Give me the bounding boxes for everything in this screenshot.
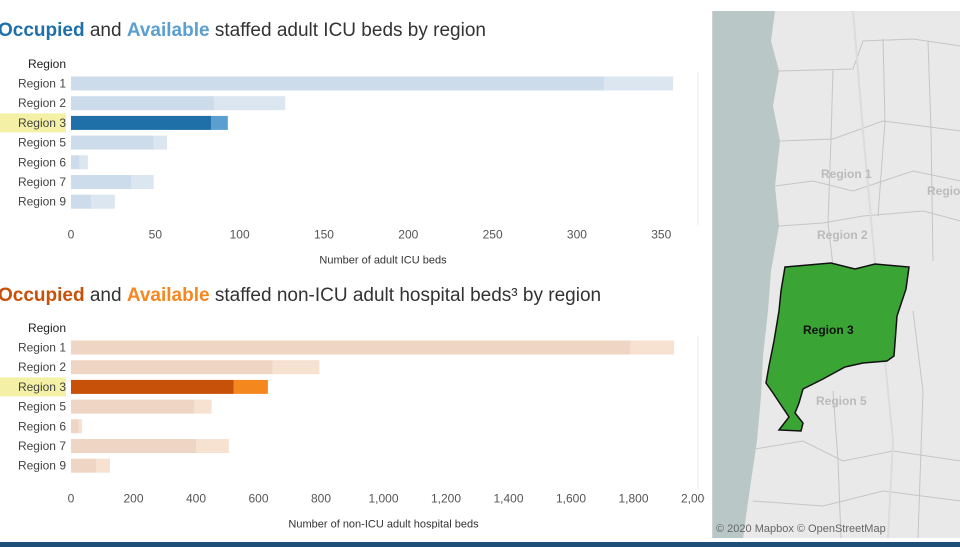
category-label[interactable]: Region 2 bbox=[18, 360, 66, 374]
icu-occupied-bar[interactable] bbox=[71, 155, 80, 170]
icu-occupied-bar[interactable] bbox=[71, 135, 154, 150]
x-axis-label: Number of adult ICU beds bbox=[319, 254, 447, 265]
category-label[interactable]: Region 9 bbox=[18, 459, 66, 473]
bottom-bar bbox=[0, 542, 960, 547]
icu-beds-chart[interactable]: Region Region 1 Region 2 Region 3 Region 5 Re… bbox=[0, 50, 705, 265]
category-label[interactable]: Region 7 bbox=[18, 439, 66, 453]
hosp-available-bar[interactable] bbox=[194, 399, 212, 414]
x-tick-label: 200 bbox=[398, 227, 418, 241]
icu-available-bar[interactable] bbox=[79, 155, 88, 170]
x-tick-label: 0 bbox=[68, 491, 75, 505]
category-label[interactable]: Region 5 bbox=[18, 136, 66, 150]
x-tick-label: 150 bbox=[314, 227, 334, 241]
x-tick-label: 1,800 bbox=[618, 491, 648, 505]
category-label[interactable]: Region 7 bbox=[18, 175, 66, 189]
row-header: Region bbox=[28, 321, 66, 335]
category-label[interactable]: Region 3 bbox=[18, 116, 66, 130]
region-4-label: Region bbox=[927, 184, 960, 198]
icu-occupied-bar[interactable] bbox=[71, 175, 132, 189]
region-2-label: Region 2 bbox=[817, 228, 868, 242]
x-tick-label: 200 bbox=[123, 491, 143, 505]
hosp-occupied-bar[interactable] bbox=[71, 439, 196, 453]
icu-occupied-bar[interactable] bbox=[71, 194, 92, 209]
hospital-beds-chart[interactable]: Region Region 1 Region 2 Region 3 Region 5 Re… bbox=[0, 314, 705, 529]
highlight-band bbox=[0, 113, 66, 133]
region-3-label: Region 3 bbox=[803, 323, 854, 337]
x-tick-label: 800 bbox=[311, 491, 331, 505]
hosp-occupied-bar[interactable] bbox=[71, 399, 195, 414]
icu-occupied-bar[interactable] bbox=[71, 76, 604, 91]
region-3-shape[interactable] bbox=[765, 262, 910, 432]
highlight-band bbox=[0, 377, 66, 397]
category-label[interactable]: Region 9 bbox=[18, 195, 66, 209]
x-tick-label: 1,400 bbox=[493, 491, 523, 505]
title-occupied-word: Occupied bbox=[0, 20, 85, 41]
hosp-available-bar[interactable] bbox=[630, 340, 675, 355]
category-label[interactable]: Region 6 bbox=[18, 419, 66, 433]
title-and-word: and bbox=[84, 20, 127, 41]
x-tick-label: 250 bbox=[483, 227, 503, 241]
hosp-available-bar[interactable] bbox=[233, 379, 268, 394]
x-tick-label: 0 bbox=[68, 227, 75, 241]
hosp-occupied-bar[interactable] bbox=[71, 458, 96, 473]
x-tick-label: 350 bbox=[651, 227, 671, 241]
category-label[interactable]: Region 2 bbox=[18, 96, 66, 110]
icu-chart-title: Occupied and Available staffed adult ICU… bbox=[0, 20, 486, 42]
hosp-available-bar[interactable] bbox=[78, 419, 82, 434]
x-tick-label: 300 bbox=[567, 227, 587, 241]
map-canvas[interactable]: Region 1 Region 2 Region 3 Region 5 Regi… bbox=[713, 11, 960, 538]
hospital-chart-title: Occupied and Available staffed non-ICU a… bbox=[0, 285, 601, 307]
icu-available-bar[interactable] bbox=[91, 194, 115, 209]
icu-available-bar[interactable] bbox=[131, 175, 154, 189]
category-label[interactable]: Region 3 bbox=[18, 380, 66, 394]
row-header: Region bbox=[28, 57, 66, 71]
title-rest: staffed adult ICU beds by region bbox=[209, 20, 486, 41]
title-available-word: Available bbox=[126, 285, 210, 306]
x-tick-label: 1,200 bbox=[431, 491, 461, 505]
hosp-available-bar[interactable] bbox=[272, 360, 320, 375]
icu-occupied-bar[interactable] bbox=[71, 115, 211, 130]
icu-available-bar[interactable] bbox=[153, 135, 168, 150]
title-available-word: Available bbox=[126, 20, 210, 41]
region-map[interactable]: Region 1 Region 2 Region 3 Region 5 Regi… bbox=[712, 11, 960, 538]
ocean-area bbox=[713, 11, 780, 538]
category-label[interactable]: Region 1 bbox=[18, 341, 66, 355]
x-axis-label: Number of non-ICU adult hospital beds bbox=[288, 518, 479, 529]
icu-available-bar[interactable] bbox=[214, 96, 286, 111]
x-tick-label: 2,000 bbox=[681, 491, 705, 505]
hosp-occupied-bar[interactable] bbox=[71, 379, 234, 394]
title-rest: staffed non-ICU adult hospital beds³ by … bbox=[209, 285, 602, 306]
region-1-label: Region 1 bbox=[821, 167, 872, 181]
map-credit[interactable]: © 2020 Mapbox © OpenStreetMap bbox=[716, 523, 886, 535]
icu-available-bar[interactable] bbox=[210, 115, 228, 130]
category-label[interactable]: Region 6 bbox=[18, 155, 66, 169]
hosp-occupied-bar[interactable] bbox=[71, 360, 273, 375]
x-tick-label: 50 bbox=[149, 227, 163, 241]
icu-available-bar[interactable] bbox=[603, 76, 674, 91]
hosp-occupied-bar[interactable] bbox=[71, 340, 631, 355]
category-label[interactable]: Region 5 bbox=[18, 400, 66, 414]
x-tick-label: 400 bbox=[186, 491, 206, 505]
icu-occupied-bar[interactable] bbox=[71, 96, 215, 111]
x-tick-label: 100 bbox=[230, 227, 250, 241]
x-tick-label: 1,600 bbox=[556, 491, 586, 505]
hosp-available-bar[interactable] bbox=[196, 439, 229, 453]
category-label[interactable]: Region 1 bbox=[18, 77, 66, 91]
title-and-word: and bbox=[84, 285, 127, 306]
title-occupied-word: Occupied bbox=[0, 285, 85, 306]
x-tick-label: 600 bbox=[248, 491, 268, 505]
hosp-occupied-bar[interactable] bbox=[71, 419, 79, 434]
region-5-label: Region 5 bbox=[816, 394, 867, 408]
hosp-available-bar[interactable] bbox=[96, 458, 111, 473]
county-lines bbox=[742, 38, 960, 538]
x-tick-label: 1,000 bbox=[368, 491, 398, 505]
